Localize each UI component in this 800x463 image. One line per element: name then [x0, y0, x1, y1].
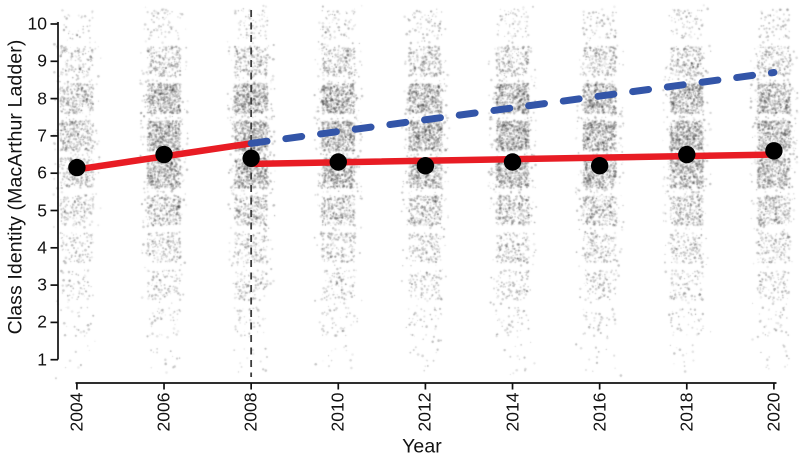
x-tick-label: 2010	[327, 392, 348, 432]
x-tick-label: 2006	[153, 392, 174, 432]
y-tick-label: 6	[37, 162, 47, 183]
y-axis-title: Class Identity (MacArthur Ladder)	[4, 39, 27, 335]
y-tick-label: 9	[37, 50, 47, 71]
observed-mean-point	[590, 157, 609, 175]
x-tick-label: 2016	[589, 392, 610, 432]
y-tick-label: 1	[37, 349, 47, 370]
x-tick-label: 2018	[676, 392, 697, 432]
observed-mean-point	[765, 142, 783, 160]
y-tick-label: 10	[27, 13, 47, 34]
observed-mean-point	[155, 145, 173, 164]
x-tick-label: 2014	[502, 392, 523, 432]
y-tick-label: 8	[37, 88, 47, 109]
y-tick-label: 5	[37, 200, 47, 220]
x-tick-label: 2004	[66, 392, 87, 432]
y-tick-label: 4	[37, 237, 47, 258]
observed-mean-point	[678, 145, 696, 164]
observed-mean-point	[416, 157, 435, 175]
x-tick-label: 2008	[240, 392, 261, 432]
observed-mean-point	[503, 153, 522, 171]
observed-mean-point	[242, 149, 260, 167]
x-tick-label: 2012	[414, 392, 435, 432]
observed-mean-point	[68, 158, 86, 177]
y-tick-label: 3	[37, 274, 47, 295]
x-tick-label: 2020	[763, 392, 784, 432]
observed-mean-point	[329, 153, 347, 171]
blue-dashed-projection-line	[247, 68, 778, 147]
x-axis-title: Year	[402, 435, 442, 458]
y-tick-label: 7	[37, 125, 47, 146]
y-tick-label: 2	[37, 311, 47, 332]
